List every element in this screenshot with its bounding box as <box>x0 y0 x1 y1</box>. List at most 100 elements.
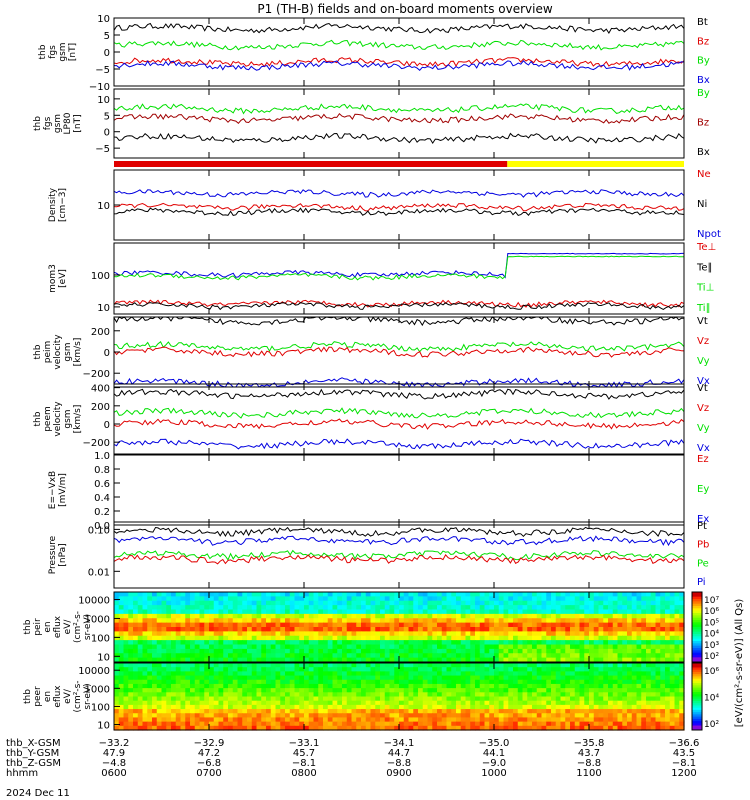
heatmap-cell <box>375 671 381 677</box>
heatmap-cell <box>413 613 419 619</box>
heatmap-cell <box>555 725 562 731</box>
heatmap-cell <box>266 696 272 702</box>
heatmap-cell <box>608 709 614 714</box>
heatmap-cell <box>446 644 452 650</box>
heatmap-cell <box>285 704 291 710</box>
heatmap-cell <box>579 725 585 731</box>
heatmap-cell <box>171 592 177 597</box>
heatmap-cell <box>137 596 144 602</box>
heatmap-cell <box>646 622 652 628</box>
heatmap-cell <box>209 675 215 681</box>
heatmap-cell <box>674 696 680 702</box>
heatmap-cell <box>636 640 642 646</box>
heatmap-cell <box>247 713 253 719</box>
heatmap-cell <box>479 663 486 668</box>
heatmap-cell <box>646 640 652 646</box>
heatmap-cell <box>413 657 419 663</box>
heatmap-cell <box>270 704 277 710</box>
heatmap-cell <box>152 600 158 606</box>
heatmap-cell <box>327 688 334 693</box>
heatmap-cell <box>413 671 419 677</box>
heatmap-cell <box>133 725 139 731</box>
heatmap-cell <box>437 609 443 615</box>
heatmap-cell <box>489 613 495 619</box>
heatmap-cell <box>513 644 519 650</box>
heatmap-cell <box>584 644 590 650</box>
heatmap-cell <box>655 622 661 628</box>
heatmap-cell <box>470 683 476 689</box>
heatmap-cell <box>166 683 172 689</box>
heatmap-cell <box>399 622 405 628</box>
heatmap-cell <box>213 721 220 727</box>
heatmap-cell <box>536 692 543 698</box>
heatmap-cell <box>479 605 486 611</box>
heatmap-cell <box>266 627 272 632</box>
heatmap-cell <box>304 627 310 632</box>
heatmap-cell <box>137 696 144 702</box>
heatmap-cell <box>332 667 338 672</box>
heatmap-cell <box>650 618 657 624</box>
heatmap-cell <box>451 622 457 628</box>
heatmap-cell <box>308 613 315 619</box>
heatmap-cell <box>152 657 158 663</box>
heatmap-cell <box>546 627 552 632</box>
heatmap-cell <box>541 627 547 632</box>
heatmap-cell <box>665 679 671 685</box>
heatmap-cell <box>608 640 614 646</box>
heatmap-cell <box>517 622 524 628</box>
heatmap-cell <box>337 696 343 702</box>
heatmap-cell <box>327 622 334 628</box>
heatmap-cell <box>213 592 220 597</box>
heatmap-cell <box>142 609 148 615</box>
heatmap-cell <box>161 592 167 597</box>
y-tick-label: 0 <box>104 128 110 139</box>
heatmap-cell <box>261 683 267 689</box>
heatmap-cell <box>247 644 253 650</box>
heatmap-cell <box>166 713 172 719</box>
x-row-label: hhmm <box>6 768 38 779</box>
heatmap-cell <box>356 692 362 698</box>
heatmap-cell <box>128 596 134 602</box>
heatmap-cell <box>422 631 429 637</box>
heatmap-cell <box>451 717 457 723</box>
heatmap-cell <box>175 675 182 681</box>
heatmap-cell <box>470 663 476 668</box>
heatmap-cell <box>593 600 600 606</box>
heatmap-cell <box>546 704 552 710</box>
heatmap-cell <box>323 622 329 628</box>
heatmap-cell <box>669 640 676 646</box>
heatmap-cell <box>190 709 196 714</box>
heatmap-cell <box>437 648 443 654</box>
heatmap-cell <box>147 605 153 611</box>
heatmap-cell <box>584 667 590 672</box>
y-label-line: thb <box>23 689 33 704</box>
heatmap-cell <box>380 631 386 637</box>
y-label-line: LP80 <box>63 112 73 134</box>
heatmap-cell <box>389 725 395 731</box>
heatmap-cell <box>475 640 481 646</box>
heatmap-cell <box>679 657 685 663</box>
y-label-line: eV/ <box>63 688 73 704</box>
heatmap-cell <box>114 663 120 668</box>
heatmap-cell <box>479 609 486 615</box>
heatmap-cell <box>627 631 633 637</box>
heatmap-cell <box>342 688 348 693</box>
heatmap-cell <box>275 704 281 710</box>
heatmap-cell <box>156 609 163 615</box>
heatmap-cell <box>465 675 471 681</box>
heatmap-cell <box>342 679 348 685</box>
heatmap-cell <box>413 592 419 597</box>
heatmap-cell <box>584 679 590 685</box>
heatmap-cell <box>365 663 372 668</box>
heatmap-cell <box>475 596 481 602</box>
heatmap-cell <box>384 717 391 723</box>
heatmap-cell <box>228 663 234 668</box>
heatmap-cell <box>446 692 452 698</box>
heatmap-cell <box>508 713 514 719</box>
heatmap-cell <box>513 704 519 710</box>
heatmap-cell <box>285 627 291 632</box>
heatmap-cell <box>394 613 400 619</box>
heatmap-cell <box>242 609 248 615</box>
heatmap-cell <box>627 653 633 659</box>
heatmap-cell <box>498 683 505 689</box>
